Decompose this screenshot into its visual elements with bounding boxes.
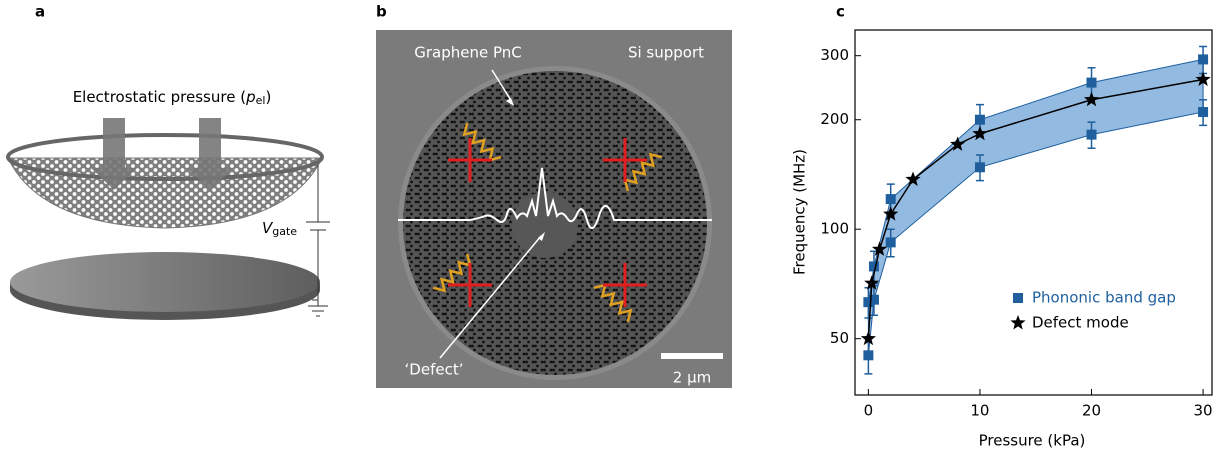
y-tick-label: 200 — [820, 110, 849, 128]
legend-label: Phononic band gap — [1032, 289, 1176, 307]
data-point — [975, 162, 985, 172]
gate-disk — [10, 252, 320, 312]
y-axis-label: Frequency (MHz) — [791, 149, 809, 275]
x-axis-label: Pressure (kPa) — [979, 432, 1086, 450]
text: Electrostatic pressure ( — [73, 88, 246, 106]
data-point — [1087, 78, 1097, 88]
data-point — [1087, 130, 1097, 140]
text: p — [245, 88, 256, 106]
band-area — [868, 59, 1203, 355]
data-point — [863, 350, 873, 360]
legend-marker — [1013, 293, 1023, 303]
panel-label: a — [35, 3, 45, 21]
scale-label: 2 μm — [673, 369, 711, 387]
x-tick-label: 30 — [1194, 402, 1213, 420]
panel-a: Electrostatic pressure (pel) Vgate — [8, 88, 330, 321]
membrane-bowl — [8, 158, 322, 228]
defect-label: ‘Defect’ — [405, 361, 464, 379]
data-point — [1198, 107, 1208, 117]
panel-b: Graphene PnC Si support ‘Defect’ 2 μm — [376, 30, 732, 388]
defect-region — [512, 192, 578, 258]
panel-label: c — [836, 3, 845, 21]
gate-label: Vgate — [262, 219, 297, 239]
y-tick-label: 50 — [830, 329, 849, 347]
pressure-label: Electrostatic pressure (pel) — [73, 88, 272, 108]
figure: a b c Electrostatic pressure (pel) Vgate… — [0, 0, 1221, 462]
y-tick-label: 300 — [820, 46, 849, 64]
support-label: Si support — [628, 44, 704, 62]
legend-label: Defect mode — [1032, 314, 1129, 332]
panel-label: b — [376, 3, 387, 21]
data-point — [886, 237, 896, 247]
x-tick-label: 20 — [1082, 402, 1101, 420]
data-point — [869, 261, 879, 271]
y-tick-label: 100 — [820, 220, 849, 238]
data-point — [975, 115, 985, 125]
x-tick-label: 10 — [970, 402, 989, 420]
data-point — [1198, 54, 1208, 64]
scale-bar — [661, 353, 723, 359]
x-tick-label: 0 — [864, 402, 874, 420]
legend-marker — [1010, 315, 1025, 330]
text: ) — [265, 88, 271, 106]
membrane-label: Graphene PnC — [414, 44, 522, 62]
data-point — [886, 194, 896, 204]
text: gate — [272, 225, 297, 238]
text: el — [256, 94, 266, 107]
